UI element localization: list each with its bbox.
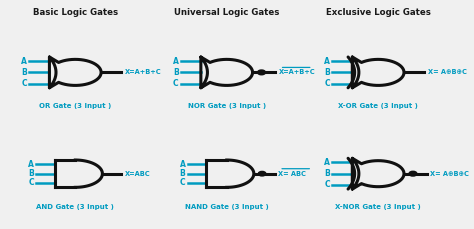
Text: A: A	[21, 57, 27, 66]
Text: C: C	[180, 178, 185, 188]
Text: NOR Gate (3 Input ): NOR Gate (3 Input )	[188, 103, 266, 109]
Text: A: A	[324, 158, 330, 167]
Text: Basic Logic Gates: Basic Logic Gates	[33, 8, 118, 16]
Text: X= ABC: X= ABC	[278, 171, 306, 177]
Text: X=ABC: X=ABC	[125, 171, 150, 177]
Text: C: C	[28, 178, 34, 188]
Text: Exclusive Logic Gates: Exclusive Logic Gates	[326, 8, 430, 16]
Text: C: C	[21, 79, 27, 88]
Text: X-NOR Gate (3 Input ): X-NOR Gate (3 Input )	[335, 204, 421, 210]
Text: B: B	[21, 68, 27, 77]
Text: B: B	[324, 169, 330, 178]
Text: A: A	[324, 57, 330, 66]
Text: B: B	[180, 169, 185, 178]
Text: X=A+B+C: X=A+B+C	[279, 69, 315, 75]
Text: C: C	[324, 180, 330, 189]
Text: X= A⊕B⊕C: X= A⊕B⊕C	[428, 69, 466, 75]
Text: B: B	[324, 68, 330, 77]
Text: AND Gate (3 Input ): AND Gate (3 Input )	[36, 204, 114, 210]
Text: B: B	[173, 68, 179, 77]
Text: OR Gate (3 Input ): OR Gate (3 Input )	[39, 103, 111, 109]
Text: A: A	[173, 57, 179, 66]
Text: X=A+B+C: X=A+B+C	[125, 69, 161, 75]
Text: B: B	[28, 169, 34, 178]
Text: X= A⊕B⊕C: X= A⊕B⊕C	[430, 171, 469, 177]
Text: A: A	[28, 160, 34, 169]
Text: C: C	[173, 79, 179, 88]
Text: C: C	[324, 79, 330, 88]
Text: A: A	[180, 160, 185, 169]
Text: X-OR Gate (3 Input ): X-OR Gate (3 Input )	[338, 103, 418, 109]
Text: NAND Gate (3 Input ): NAND Gate (3 Input )	[185, 204, 269, 210]
Text: Universal Logic Gates: Universal Logic Gates	[174, 8, 279, 16]
